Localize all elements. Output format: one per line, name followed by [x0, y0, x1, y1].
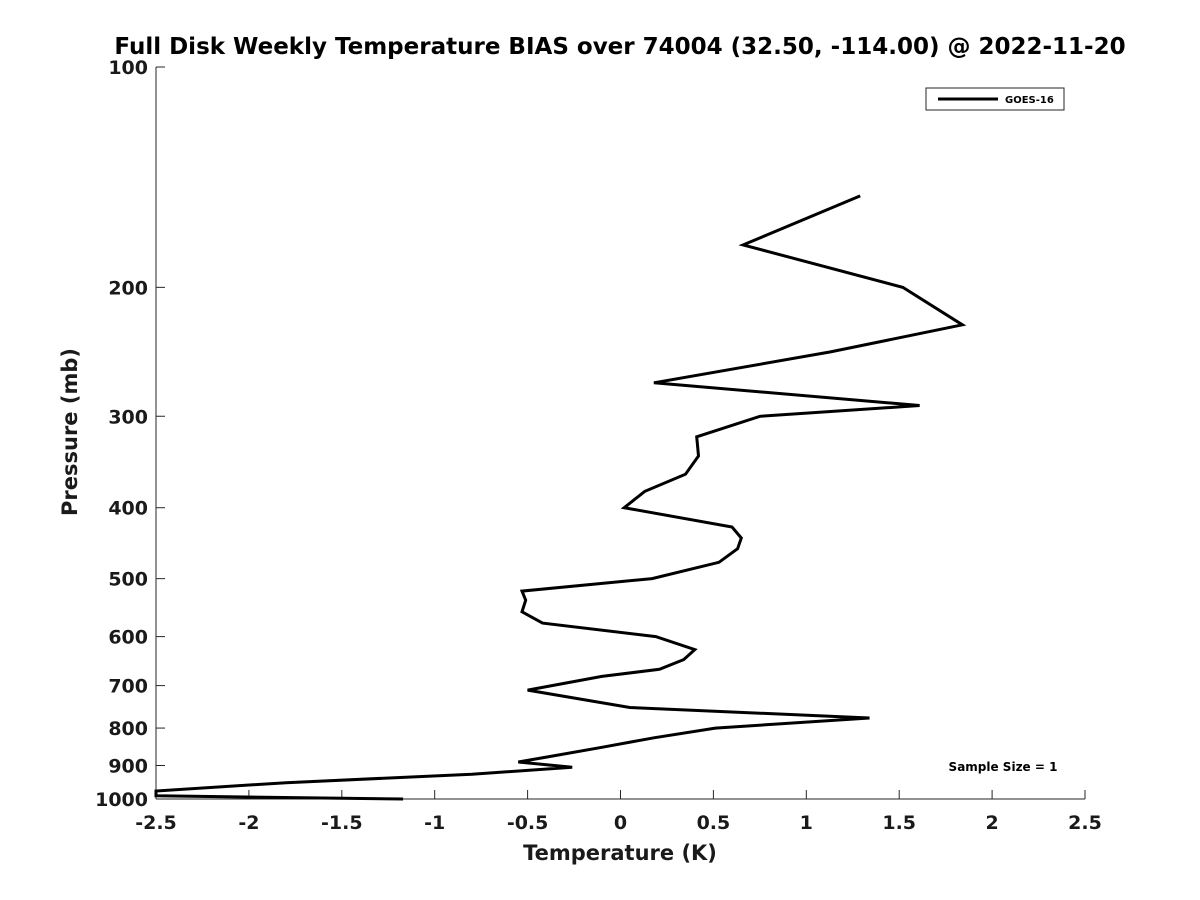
y-tick-label: 400 [108, 498, 148, 520]
series-line-goes-16 [154, 194, 967, 801]
y-tick-label: 1000 [95, 789, 148, 811]
y-tick-label: 900 [108, 756, 148, 778]
sample-size-annotation: Sample Size = 1 [949, 760, 1058, 774]
x-tick-label: -2.5 [135, 812, 177, 834]
legend: GOES-16 [925, 87, 1065, 111]
x-tick-label: 0.5 [697, 812, 731, 834]
x-tick-label: 1.5 [882, 812, 916, 834]
x-tick-label: -2 [238, 812, 259, 834]
x-tick-label: 2 [985, 812, 998, 834]
x-tick-label: 2.5 [1068, 812, 1102, 834]
x-tick-label: 1 [800, 812, 813, 834]
x-axis-label: Temperature (K) [523, 841, 717, 865]
y-tick-label: 500 [108, 569, 148, 591]
plot-axes [155, 67, 1085, 800]
chart-title: Full Disk Weekly Temperature BIAS over 7… [114, 34, 1125, 60]
legend-entry-label: GOES-16 [1005, 95, 1054, 106]
y-tick-label: 700 [108, 676, 148, 698]
series-lines [154, 194, 967, 801]
y-tick-label: 100 [108, 57, 148, 79]
x-tick-label: -0.5 [507, 812, 549, 834]
y-tick-label: 300 [108, 406, 148, 428]
y-tick-label: 800 [108, 718, 148, 740]
y-tick-label: 600 [108, 627, 148, 649]
x-tick-label: 0 [614, 812, 627, 834]
x-tick-label: -1 [424, 812, 445, 834]
y-tick-label: 200 [108, 277, 148, 299]
y-axis-label: Pressure (mb) [58, 348, 82, 516]
x-tick-label: -1.5 [321, 812, 363, 834]
tick-marks: -2.5 -2 -1.5 -1 -0.5 0 0.5 1 1.5 2 2.5 100 200 300 400… [95, 57, 1102, 834]
